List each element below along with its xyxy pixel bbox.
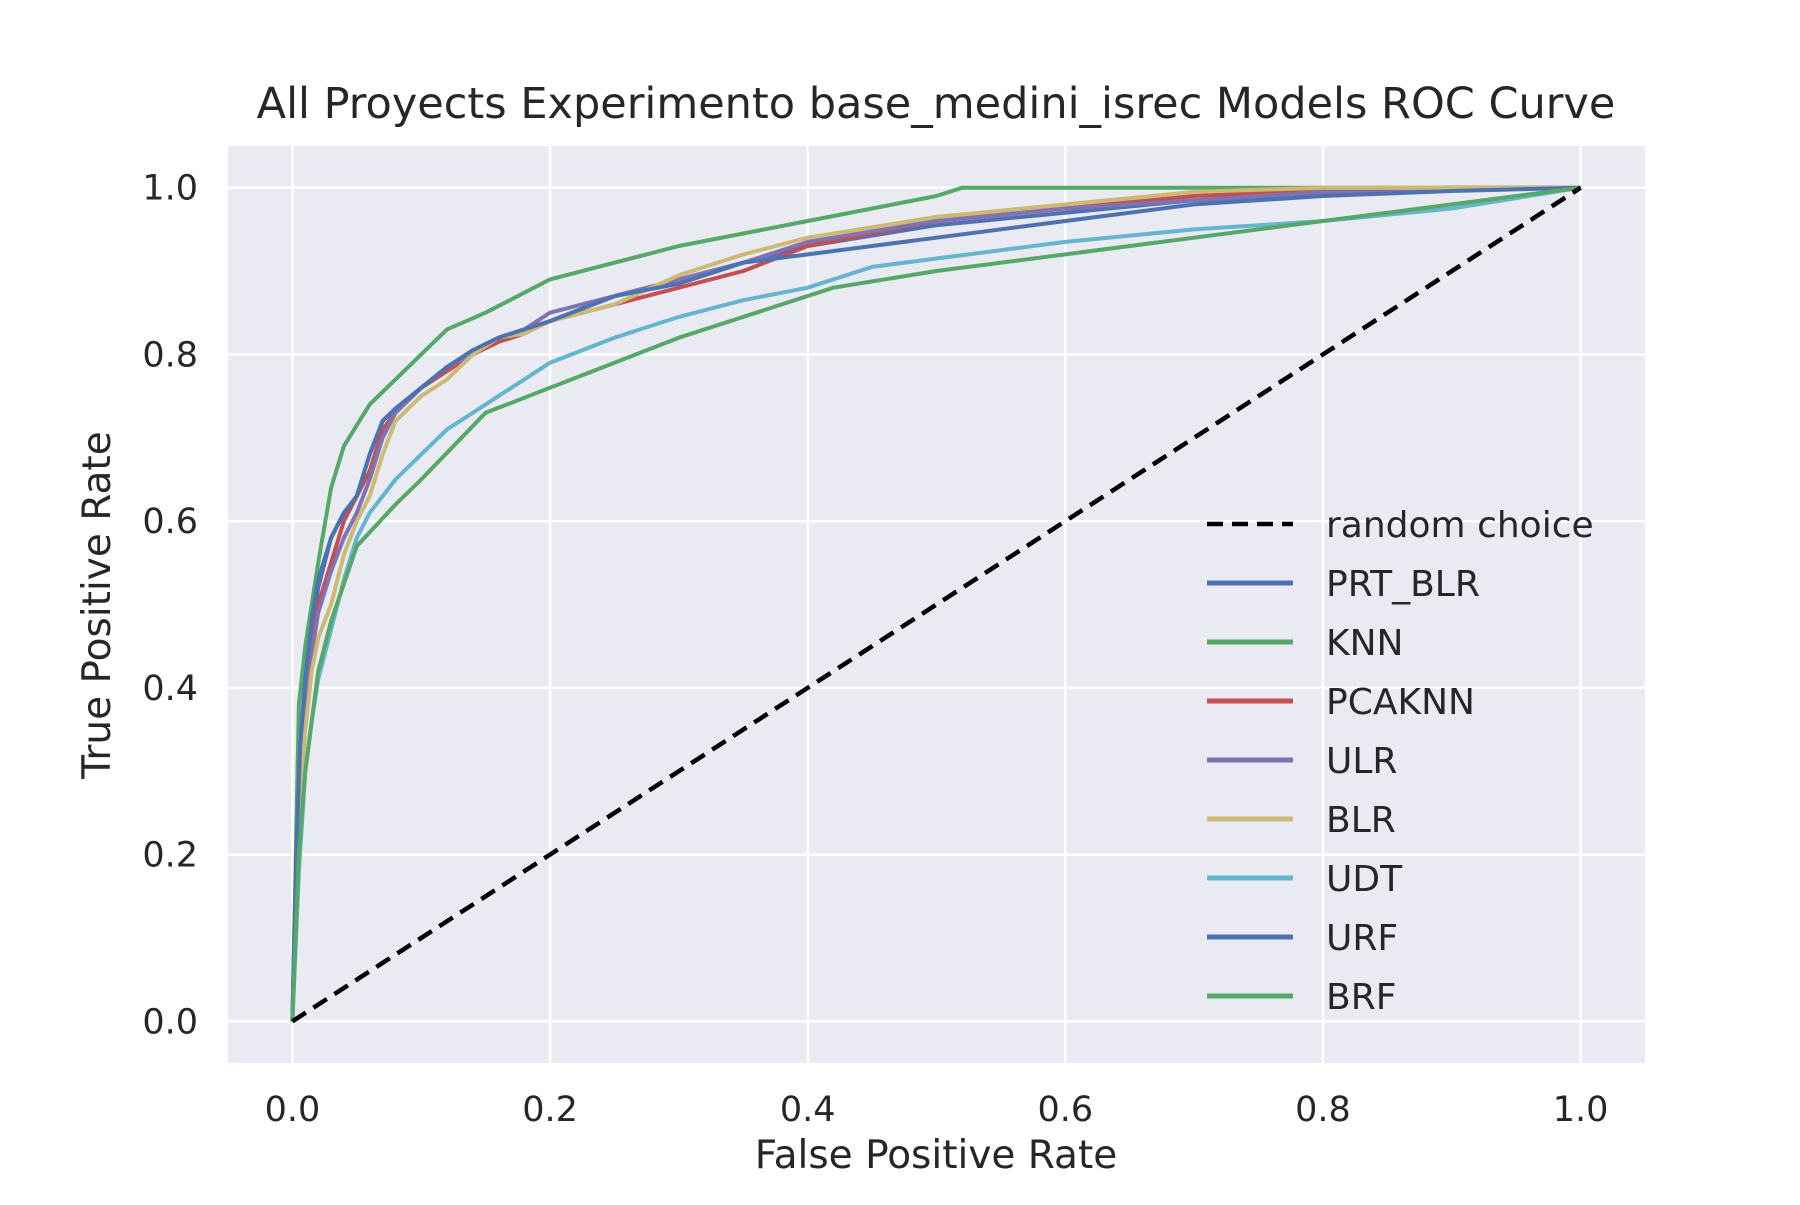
legend-label: PRT_BLR	[1326, 564, 1480, 605]
y-tick-label: 0.2	[142, 836, 198, 876]
y-tick-label: 0.6	[142, 502, 198, 542]
series-line-random-choice	[291, 185, 1582, 1024]
y-tick-labels: 0.0 0.2 0.4 0.6 0.8 1.0	[142, 169, 198, 1043]
series-line-knn	[290, 185, 1581, 1022]
legend-label: PCAKNN	[1326, 682, 1475, 723]
series-line-urf	[290, 185, 1581, 1022]
chart-title: All Proyects Experimento base_medini_isr…	[257, 79, 1616, 129]
x-tick-label: 0.2	[522, 1090, 578, 1130]
series-line-udt	[290, 185, 1581, 1022]
y-tick-label: 1.0	[142, 169, 198, 209]
y-axis-label: True Positive Rate	[75, 431, 120, 779]
x-axis-label: False Positive Rate	[755, 1133, 1117, 1178]
legend-label: KNN	[1326, 623, 1403, 664]
x-tick-label: 0.0	[265, 1090, 321, 1130]
legend-label: ULR	[1326, 741, 1397, 782]
x-tick-label: 0.4	[780, 1090, 836, 1130]
legend-label: URF	[1326, 918, 1398, 959]
y-tick-label: 0.0	[142, 1002, 198, 1042]
legend-label: BLR	[1326, 800, 1396, 841]
y-tick-label: 0.8	[142, 335, 198, 375]
legend-label: BRF	[1326, 977, 1396, 1018]
legend-label: UDT	[1326, 859, 1403, 900]
series-line-brf	[290, 185, 1581, 1022]
y-tick-label: 0.4	[142, 669, 198, 709]
x-tick-label: 0.8	[1295, 1090, 1351, 1130]
series-line-blr	[290, 185, 1581, 1022]
x-tick-label: 1.0	[1553, 1090, 1609, 1130]
legend: random choice PRT_BLR KNN PCAKNN ULR BLR UDT UR…	[1207, 505, 1594, 1018]
grid-lines	[228, 146, 1645, 1063]
legend-label: random choice	[1326, 505, 1594, 546]
x-tick-label: 0.6	[1037, 1090, 1093, 1130]
series-layer	[290, 185, 1582, 1024]
x-tick-labels: 0.0 0.2 0.4 0.6 0.8 1.0	[265, 1090, 1609, 1130]
